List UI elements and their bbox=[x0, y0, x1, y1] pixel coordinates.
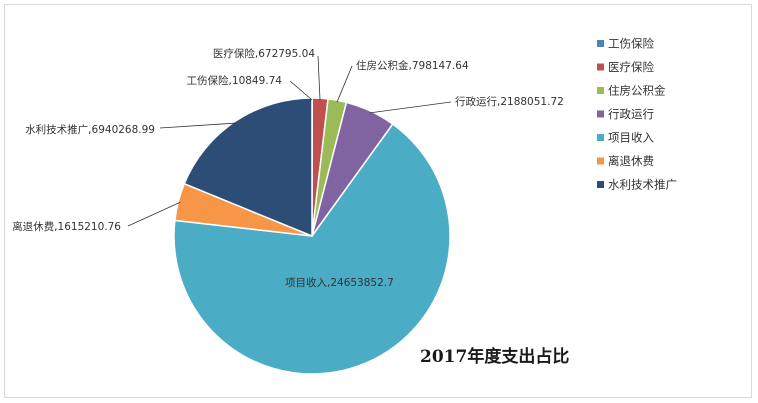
legend-label: 行政运行 bbox=[608, 107, 654, 121]
data-label: 项目收入,24653852.7 bbox=[285, 276, 394, 289]
data-label: 离退休费,1615210.76 bbox=[12, 220, 121, 233]
legend-label: 工伤保险 bbox=[608, 37, 654, 51]
legend-swatch bbox=[597, 110, 604, 118]
data-label: 住房公积金,798147.64 bbox=[356, 59, 469, 72]
pie-slices bbox=[173, 97, 451, 375]
pie-slice bbox=[183, 97, 313, 238]
legend-label: 离退休费 bbox=[608, 154, 654, 168]
legend-swatch bbox=[597, 157, 604, 165]
legend-label: 住房公积金 bbox=[608, 84, 666, 98]
data-label: 行政运行,2188051.72 bbox=[455, 95, 564, 108]
legend-swatch bbox=[597, 87, 604, 94]
legend-swatch bbox=[597, 181, 604, 188]
legend-swatch bbox=[597, 134, 604, 141]
leader-line bbox=[159, 122, 237, 129]
data-label: 医疗保险,672795.04 bbox=[213, 47, 315, 60]
leader-line bbox=[289, 80, 313, 101]
legend-label: 医疗保险 bbox=[608, 60, 654, 74]
leader-line bbox=[369, 101, 452, 114]
leader-line bbox=[336, 65, 353, 103]
leader-line bbox=[127, 201, 181, 227]
chart-title: 2017年度支出占比 bbox=[420, 346, 569, 367]
data-labels: 工伤保险,10849.74 医疗保险,672795.04 住房公积金,798147.… bbox=[12, 47, 564, 289]
legend-label: 水利技术推广 bbox=[608, 178, 677, 192]
data-label: 水利技术推广,6940268.99 bbox=[25, 123, 155, 136]
legend-label: 项目收入 bbox=[608, 131, 654, 145]
legend-swatch bbox=[597, 63, 604, 71]
leader-lines bbox=[127, 55, 452, 227]
leader-line bbox=[317, 55, 321, 101]
data-label: 工伤保险,10849.74 bbox=[187, 74, 283, 87]
legend-swatch bbox=[597, 40, 604, 47]
pie-slice bbox=[173, 123, 451, 375]
